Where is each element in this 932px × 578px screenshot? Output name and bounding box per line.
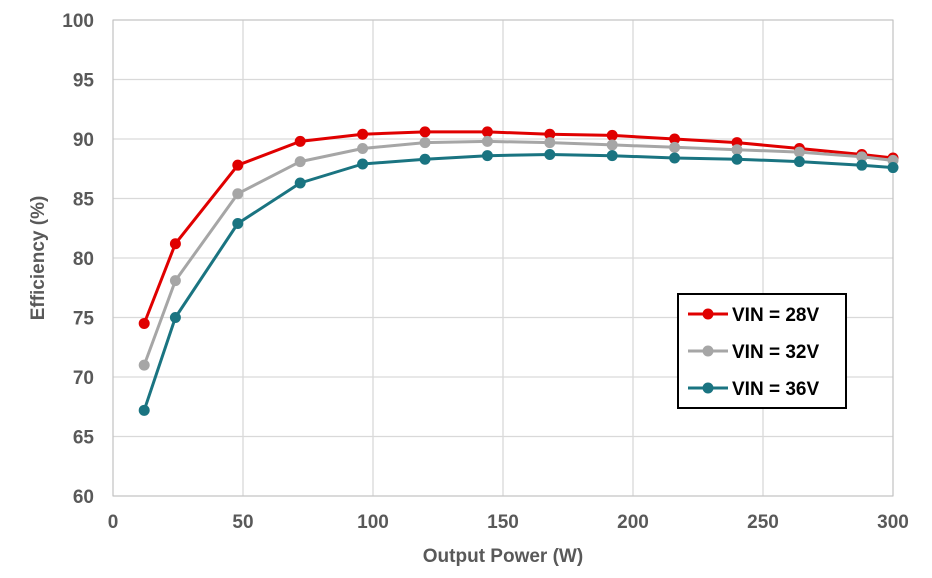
data-point	[606, 139, 618, 151]
legend-label: VIN = 32V	[732, 342, 819, 363]
data-point	[419, 153, 431, 165]
data-point	[169, 312, 181, 323]
x-tick-label: 150	[487, 512, 519, 533]
data-point	[169, 238, 181, 250]
gridlines	[112, 19, 894, 497]
y-tick-label: 70	[73, 368, 94, 389]
x-tick-label: 300	[877, 512, 909, 533]
data-point	[419, 137, 431, 149]
y-tick-label: 75	[73, 309, 95, 330]
data-point	[544, 128, 556, 140]
data-point	[481, 150, 493, 162]
x-tick-label: 0	[108, 512, 119, 533]
y-axis-ticks: 60 65 70 75 80 85 90 95 100	[62, 11, 94, 508]
y-tick-label: 90	[73, 130, 94, 151]
series-layer	[138, 126, 899, 416]
x-axis-title: Output Power (W)	[423, 546, 583, 567]
data-point	[887, 162, 899, 174]
data-point	[357, 143, 369, 155]
data-point	[669, 141, 681, 153]
data-point	[481, 126, 493, 138]
y-tick-label: 60	[73, 487, 94, 508]
data-point	[232, 188, 244, 200]
data-point	[669, 133, 681, 145]
data-point	[669, 152, 681, 164]
legend-swatch-marker	[702, 308, 714, 320]
y-axis-title: Efficiency (%)	[28, 196, 49, 321]
data-point	[731, 153, 743, 165]
x-tick-label: 250	[747, 512, 779, 533]
y-tick-label: 85	[73, 190, 95, 211]
data-point	[232, 217, 244, 229]
data-point	[544, 148, 556, 160]
data-point	[232, 159, 244, 171]
data-point	[793, 156, 805, 168]
data-point	[138, 404, 150, 416]
series-line	[142, 130, 894, 325]
data-point	[856, 151, 868, 163]
data-point	[294, 177, 306, 189]
data-point	[419, 126, 431, 138]
data-point	[606, 150, 618, 162]
data-point	[856, 159, 868, 171]
series-2	[138, 135, 899, 371]
data-point	[793, 146, 805, 158]
y-tick-label: 100	[62, 11, 94, 32]
data-point	[138, 317, 150, 329]
legend-item: VIN = 28V	[688, 305, 819, 326]
series-3	[138, 148, 899, 416]
legend-item: VIN = 36V	[688, 379, 819, 400]
x-axis-ticks: 0 50 100 150 200 250 300	[108, 512, 909, 533]
legend-item: VIN = 32V	[688, 342, 819, 363]
y-tick-label: 65	[73, 428, 95, 449]
series-line	[142, 139, 894, 366]
data-point	[731, 144, 743, 156]
data-point	[294, 156, 306, 168]
y-tick-label: 80	[73, 249, 94, 270]
legend: VIN = 28V VIN = 32V VIN = 36V	[677, 293, 847, 409]
data-point	[357, 158, 369, 170]
plot-area-frame	[112, 19, 894, 497]
series-line	[142, 153, 894, 411]
data-point	[544, 137, 556, 149]
data-point	[169, 275, 181, 287]
x-tick-label: 100	[357, 512, 389, 533]
x-tick-label: 200	[617, 512, 649, 533]
y-tick-label: 95	[73, 71, 95, 92]
data-point	[294, 135, 306, 147]
data-point	[357, 128, 369, 140]
data-point	[606, 129, 618, 141]
legend-label: VIN = 28V	[732, 305, 819, 326]
x-tick-label: 50	[232, 512, 253, 533]
legend-swatch-marker	[702, 382, 714, 394]
legend-label: VIN = 36V	[732, 379, 819, 400]
data-point	[481, 135, 493, 147]
data-point	[138, 359, 150, 371]
legend-swatch-marker	[702, 345, 714, 357]
